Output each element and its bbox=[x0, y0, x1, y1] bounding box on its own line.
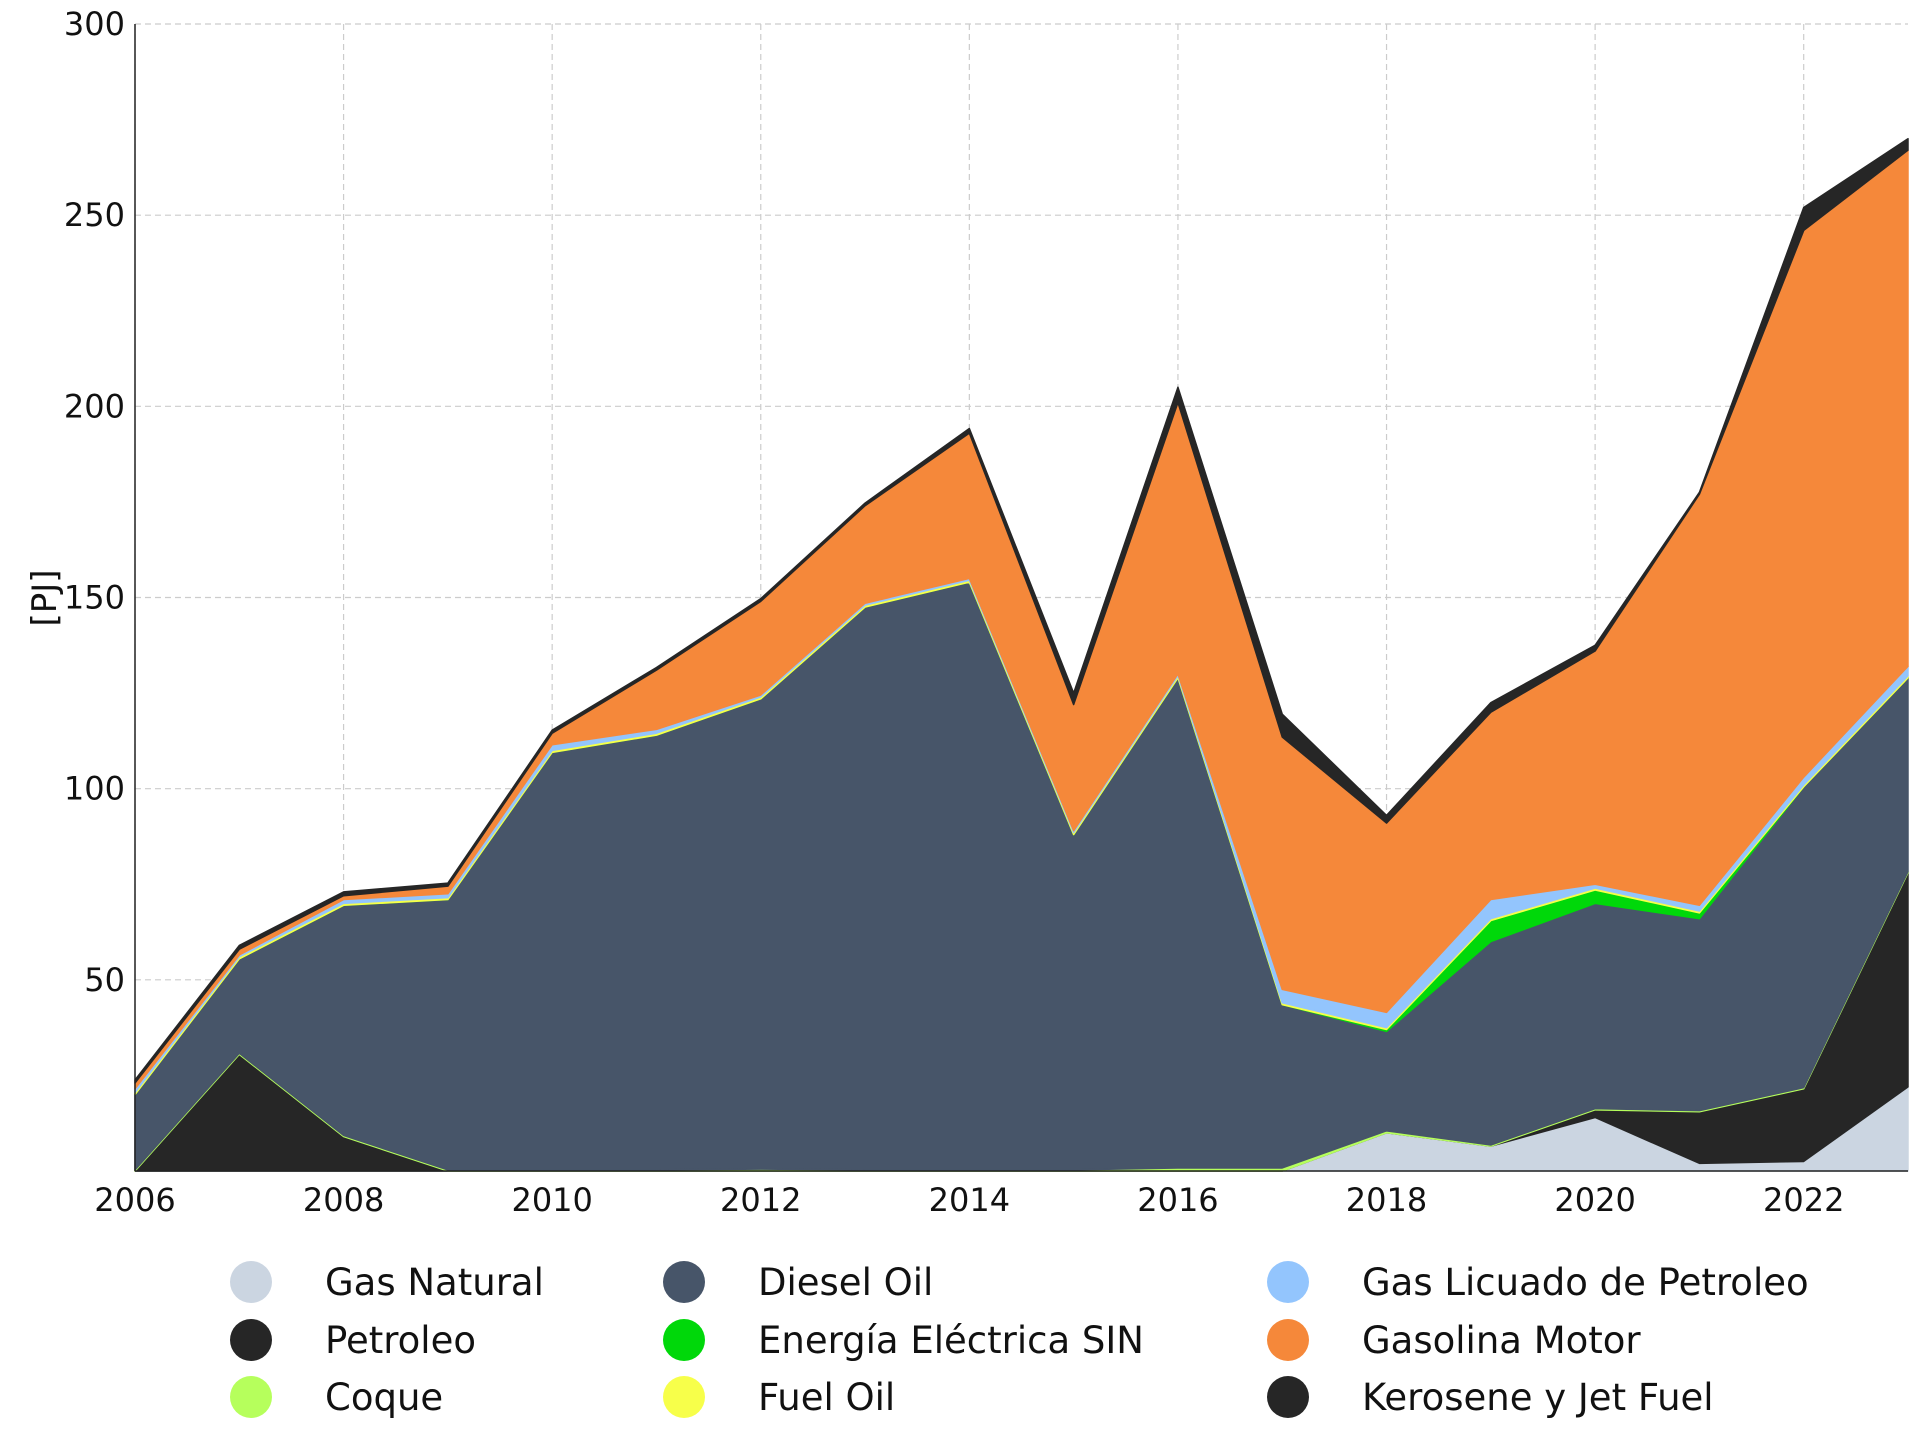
x-tick-label: 2022 bbox=[1763, 1181, 1844, 1219]
legend-marker bbox=[663, 1319, 705, 1361]
y-tick-label: 250 bbox=[64, 196, 125, 234]
y-tick-label: 100 bbox=[64, 770, 125, 808]
x-tick-label: 2008 bbox=[303, 1181, 384, 1219]
y-tick-label: 200 bbox=[64, 387, 125, 425]
legend-marker bbox=[1267, 1376, 1309, 1418]
legend-label: Gas Licuado de Petroleo bbox=[1362, 1261, 1809, 1304]
legend-item: Gas Licuado de Petroleo bbox=[1267, 1261, 1809, 1304]
legend-marker bbox=[230, 1319, 272, 1361]
legend-item: Gas Natural bbox=[230, 1261, 544, 1304]
legend-marker bbox=[1267, 1261, 1309, 1303]
legend-label: Fuel Oil bbox=[758, 1376, 895, 1419]
legend-label: Diesel Oil bbox=[758, 1261, 933, 1304]
legend-marker bbox=[663, 1376, 705, 1418]
legend-item: Coque bbox=[230, 1376, 443, 1419]
y-tick-label: 150 bbox=[64, 579, 125, 617]
legend-label: Gas Natural bbox=[325, 1261, 544, 1304]
legend: Gas Natural Petroleo Coque Diesel Oil Energí… bbox=[230, 1261, 1809, 1419]
x-tick-label: 2010 bbox=[511, 1181, 592, 1219]
legend-marker bbox=[663, 1261, 705, 1303]
legend-label: Petroleo bbox=[325, 1319, 476, 1362]
x-tick-label: 2006 bbox=[94, 1181, 175, 1219]
legend-item: Fuel Oil bbox=[663, 1376, 895, 1419]
x-tick-label: 2018 bbox=[1346, 1181, 1427, 1219]
legend-marker bbox=[230, 1376, 272, 1418]
axes: 2006 2008 2010 2012 2014 2016 2018 2020 2022 50 10… bbox=[64, 5, 1908, 1219]
legend-label: Kerosene y Jet Fuel bbox=[1362, 1376, 1714, 1419]
legend-marker bbox=[230, 1261, 272, 1303]
legend-item: Gasolina Motor bbox=[1267, 1319, 1641, 1362]
area-kerosene-y-jet-fuel bbox=[134, 137, 1909, 1084]
legend-marker bbox=[1267, 1319, 1309, 1361]
legend-label: Energía Eléctrica SIN bbox=[758, 1319, 1144, 1362]
legend-item: Petroleo bbox=[230, 1319, 476, 1362]
legend-item: Diesel Oil bbox=[663, 1261, 933, 1304]
legend-item: Kerosene y Jet Fuel bbox=[1267, 1376, 1714, 1419]
x-tick-label: 2014 bbox=[929, 1181, 1010, 1219]
legend-label: Coque bbox=[325, 1376, 443, 1419]
x-tick-label: 2020 bbox=[1554, 1181, 1635, 1219]
legend-item: Energía Eléctrica SIN bbox=[663, 1319, 1144, 1362]
legend-label: Gasolina Motor bbox=[1362, 1319, 1641, 1362]
x-tick-label: 2012 bbox=[720, 1181, 801, 1219]
y-tick-label: 300 bbox=[64, 5, 125, 43]
y-axis-label: [PJ] bbox=[25, 569, 65, 626]
areas bbox=[134, 137, 1909, 1172]
y-tick-label: 50 bbox=[84, 961, 125, 999]
x-tick-label: 2016 bbox=[1137, 1181, 1218, 1219]
